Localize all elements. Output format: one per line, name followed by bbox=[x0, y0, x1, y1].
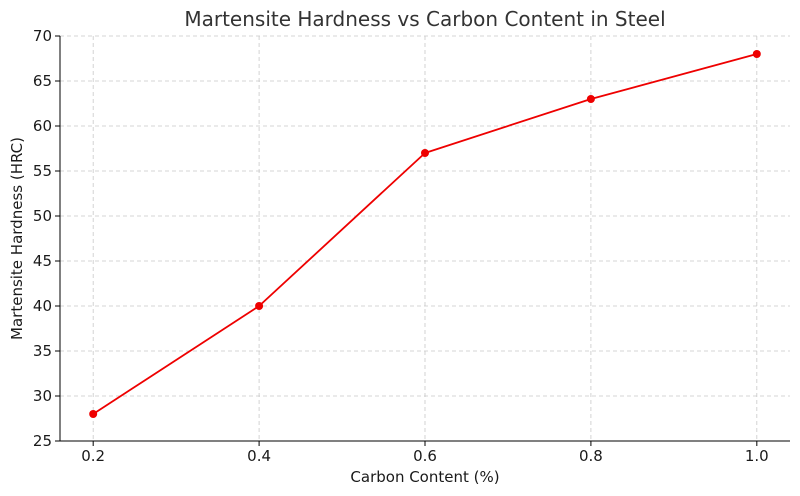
labels-layer: 0.2 0.4 0.6 0.8 1.0 25 30 35 40 45 50 55 60 65 70 bbox=[33, 27, 769, 465]
data-point bbox=[586, 95, 595, 103]
y-tick-label: 30 bbox=[33, 387, 52, 405]
x-tick-label: 0.8 bbox=[579, 447, 603, 465]
data-point bbox=[752, 50, 761, 58]
y-axis-label: Martensite Hardness (HRC) bbox=[8, 137, 26, 340]
y-tick-label: 60 bbox=[33, 117, 52, 135]
data-point bbox=[89, 410, 98, 418]
data-point bbox=[255, 302, 264, 310]
grid-layer bbox=[60, 35, 790, 442]
y-tick-label: 55 bbox=[33, 162, 52, 180]
x-tick-label: 0.6 bbox=[413, 447, 437, 465]
y-tick-label: 45 bbox=[33, 252, 52, 270]
y-tick-label: 40 bbox=[33, 297, 52, 315]
x-tick-label: 0.2 bbox=[81, 447, 105, 465]
x-axis-label: Carbon Content (%) bbox=[350, 468, 499, 486]
y-tick-label: 35 bbox=[33, 342, 52, 360]
y-tick-label: 65 bbox=[33, 72, 52, 90]
chart-title: Martensite Hardness vs Carbon Content in… bbox=[184, 7, 665, 31]
y-tick-label: 70 bbox=[33, 27, 52, 45]
y-tick-label: 25 bbox=[33, 432, 52, 450]
series-layer bbox=[89, 50, 761, 418]
data-point bbox=[421, 149, 429, 157]
x-tick-label: 0.4 bbox=[247, 447, 271, 465]
x-tick-label: 1.0 bbox=[745, 447, 769, 465]
y-tick-label: 50 bbox=[33, 207, 52, 225]
axes-layer bbox=[55, 35, 790, 446]
